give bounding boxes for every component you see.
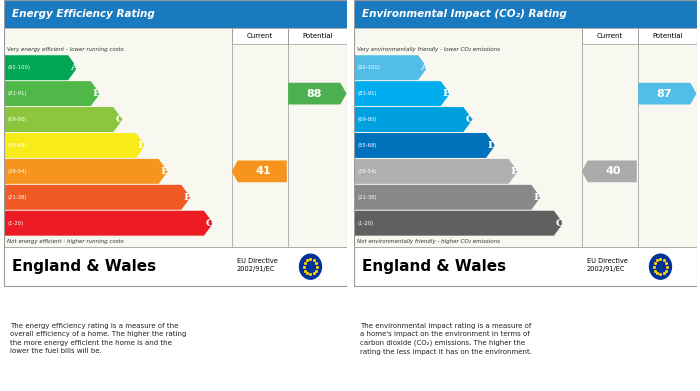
Bar [354, 28, 696, 247]
Text: B: B [92, 89, 102, 98]
Text: (81-91): (81-91) [358, 91, 377, 96]
Polygon shape [355, 185, 540, 210]
Text: (69-80): (69-80) [8, 117, 27, 122]
Text: England & Wales: England & Wales [362, 259, 506, 274]
Bar [4, 247, 346, 286]
Text: Very energy efficient - lower running costs: Very energy efficient - lower running co… [7, 47, 124, 52]
Polygon shape [355, 159, 518, 184]
Text: D: D [487, 141, 496, 150]
Polygon shape [355, 107, 472, 132]
Text: The energy efficiency rating is a measure of the
overall efficiency of a home. T: The energy efficiency rating is a measur… [10, 323, 187, 354]
Text: (1-20): (1-20) [358, 221, 374, 226]
Text: C: C [466, 115, 473, 124]
Circle shape [300, 254, 321, 279]
Text: F: F [183, 193, 191, 202]
Text: B: B [442, 89, 452, 98]
Text: (39-54): (39-54) [8, 169, 27, 174]
Text: A: A [420, 63, 428, 72]
Text: C: C [116, 115, 123, 124]
Text: (92-100): (92-100) [358, 65, 381, 70]
Polygon shape [355, 81, 450, 106]
Bar [354, 0, 696, 286]
Bar [4, 0, 346, 286]
Text: Current: Current [247, 33, 273, 39]
Polygon shape [582, 160, 637, 182]
Bar [638, 28, 696, 44]
Text: A: A [70, 63, 78, 72]
Bar [354, 0, 696, 28]
Text: (21-38): (21-38) [8, 195, 27, 200]
Bar [4, 28, 346, 247]
Polygon shape [355, 133, 495, 158]
Bar [288, 28, 346, 44]
Polygon shape [355, 55, 427, 80]
Text: 88: 88 [306, 89, 322, 99]
Text: (21-38): (21-38) [358, 195, 377, 200]
Text: EU Directive
2002/91/EC: EU Directive 2002/91/EC [587, 258, 628, 272]
Polygon shape [288, 83, 346, 104]
Polygon shape [638, 83, 696, 104]
Text: Not environmentally friendly - higher CO₂ emissions: Not environmentally friendly - higher CO… [357, 239, 500, 244]
Text: (55-68): (55-68) [358, 143, 377, 148]
Text: (1-20): (1-20) [8, 221, 24, 226]
Text: E: E [160, 167, 169, 176]
Polygon shape [5, 55, 77, 80]
Text: (55-68): (55-68) [8, 143, 27, 148]
Text: England & Wales: England & Wales [12, 259, 156, 274]
Text: Environmental Impact (CO₂) Rating: Environmental Impact (CO₂) Rating [362, 9, 567, 19]
Circle shape [650, 254, 671, 279]
Polygon shape [5, 159, 168, 184]
Text: Current: Current [597, 33, 623, 39]
Polygon shape [5, 81, 100, 106]
Text: G: G [556, 219, 564, 228]
Polygon shape [355, 211, 563, 236]
Text: Not energy efficient - higher running costs: Not energy efficient - higher running co… [7, 239, 124, 244]
Text: G: G [206, 219, 214, 228]
Polygon shape [5, 107, 122, 132]
Text: Potential: Potential [652, 33, 682, 39]
Text: F: F [533, 193, 541, 202]
Text: D: D [137, 141, 146, 150]
Text: E: E [510, 167, 519, 176]
Text: EU Directive
2002/91/EC: EU Directive 2002/91/EC [237, 258, 278, 272]
Polygon shape [232, 160, 287, 182]
Text: (92-100): (92-100) [8, 65, 31, 70]
Text: 87: 87 [656, 89, 672, 99]
Text: 41: 41 [256, 166, 271, 176]
Bar [582, 28, 638, 44]
Bar [232, 28, 288, 44]
Polygon shape [5, 211, 213, 236]
Polygon shape [5, 133, 145, 158]
Text: (69-80): (69-80) [358, 117, 377, 122]
Text: Potential: Potential [302, 33, 332, 39]
Text: 40: 40 [606, 166, 621, 176]
Text: Very environmentally friendly - lower CO₂ emissions: Very environmentally friendly - lower CO… [357, 47, 500, 52]
Polygon shape [5, 185, 190, 210]
Bar [354, 247, 696, 286]
Text: The environmental impact rating is a measure of
a home's impact on the environme: The environmental impact rating is a mea… [360, 323, 533, 355]
Text: (39-54): (39-54) [358, 169, 377, 174]
Bar [4, 0, 346, 28]
Text: (81-91): (81-91) [8, 91, 27, 96]
Text: Energy Efficiency Rating: Energy Efficiency Rating [12, 9, 155, 19]
